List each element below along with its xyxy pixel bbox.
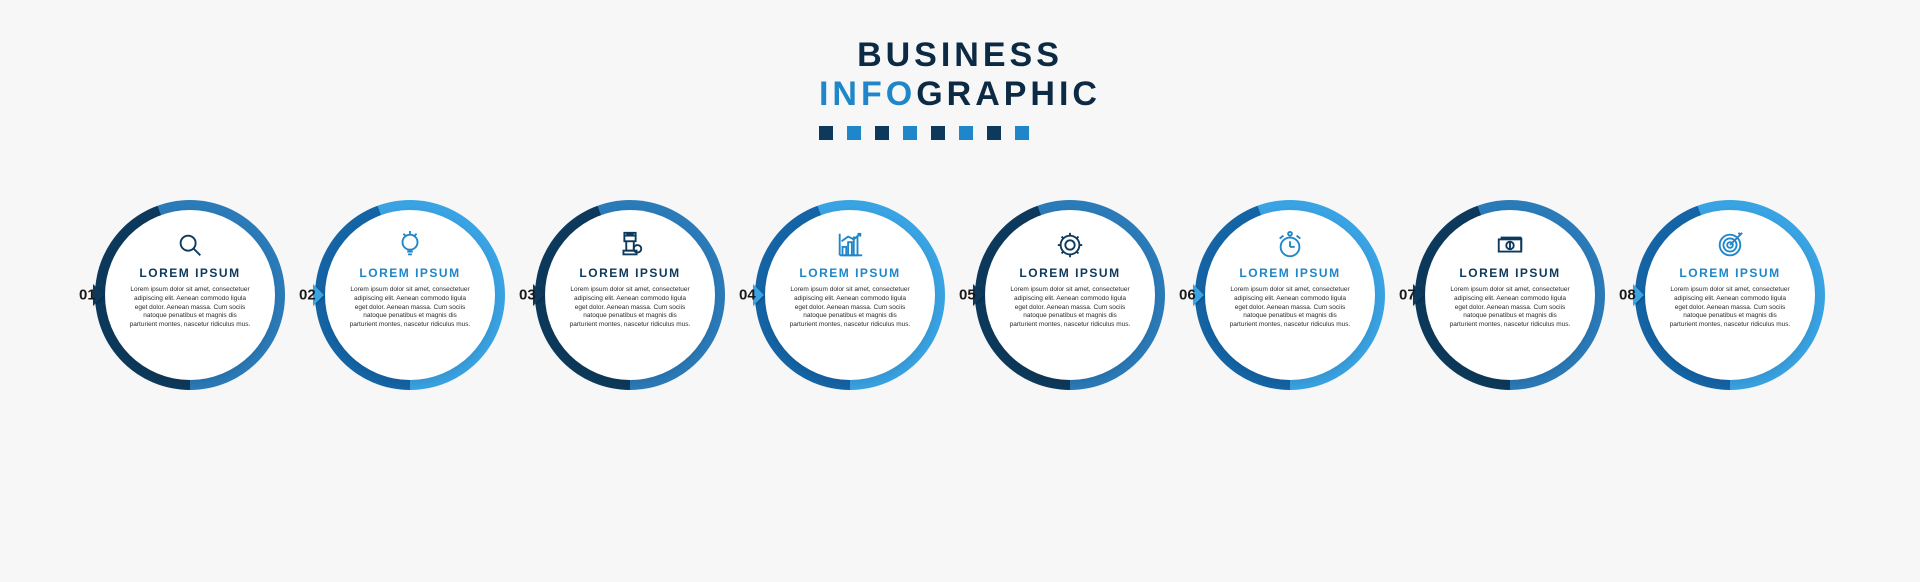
step-title: LOREM IPSUM: [139, 266, 240, 280]
step-number: 03: [519, 287, 536, 304]
steps-row: LOREM IPSUM Lorem ipsum dolor sit amet, c…: [95, 200, 1825, 390]
step-card: LOREM IPSUM Lorem ipsum dolor sit amet, c…: [765, 210, 935, 380]
step-title: LOREM IPSUM: [1679, 266, 1780, 280]
header-line2: INFOGRAPHIC: [819, 75, 1101, 114]
step-body: Lorem ipsum dolor sit amet, consectetuer…: [1223, 286, 1357, 330]
decor-square: [1015, 126, 1029, 140]
step-06: LOREM IPSUM Lorem ipsum dolor sit amet, c…: [1195, 200, 1385, 390]
decor-square: [875, 126, 889, 140]
chess-icon: [615, 228, 645, 262]
step-number: 07: [1399, 287, 1416, 304]
step-04: LOREM IPSUM Lorem ipsum dolor sit amet, c…: [755, 200, 945, 390]
decor-square: [903, 126, 917, 140]
header-rest: GRAPHIC: [916, 75, 1101, 113]
step-number: 05: [959, 287, 976, 304]
step-card: LOREM IPSUM Lorem ipsum dolor sit amet, c…: [1425, 210, 1595, 380]
step-title: LOREM IPSUM: [799, 266, 900, 280]
step-number: 06: [1179, 287, 1196, 304]
decor-square: [959, 126, 973, 140]
step-08: LOREM IPSUM Lorem ipsum dolor sit amet, c…: [1635, 200, 1825, 390]
step-number: 04: [739, 287, 756, 304]
infographic-root: BUSINESS INFOGRAPHIC LOREM IPSUM Lorem ip…: [0, 0, 1920, 582]
decor-square: [819, 126, 833, 140]
decor-square: [847, 126, 861, 140]
step-07: LOREM IPSUM Lorem ipsum dolor sit amet, c…: [1415, 200, 1605, 390]
step-body: Lorem ipsum dolor sit amet, consectetuer…: [563, 286, 697, 330]
step-title: LOREM IPSUM: [359, 266, 460, 280]
step-body: Lorem ipsum dolor sit amet, consectetuer…: [1443, 286, 1577, 330]
header: BUSINESS INFOGRAPHIC: [819, 36, 1101, 140]
step-title: LOREM IPSUM: [1019, 266, 1120, 280]
decor-squares: [819, 126, 1101, 140]
step-01: LOREM IPSUM Lorem ipsum dolor sit amet, c…: [95, 200, 285, 390]
step-03: LOREM IPSUM Lorem ipsum dolor sit amet, c…: [535, 200, 725, 390]
step-card: LOREM IPSUM Lorem ipsum dolor sit amet, c…: [1645, 210, 1815, 380]
step-title: LOREM IPSUM: [579, 266, 680, 280]
step-body: Lorem ipsum dolor sit amet, consectetuer…: [1663, 286, 1797, 330]
step-number: 02: [299, 287, 316, 304]
header-accent: INFO: [819, 75, 916, 113]
step-number: 08: [1619, 287, 1636, 304]
target-icon: [1715, 228, 1745, 262]
decor-square: [987, 126, 1001, 140]
step-title: LOREM IPSUM: [1459, 266, 1560, 280]
money-icon: [1495, 228, 1525, 262]
step-number: 01: [79, 287, 96, 304]
step-card: LOREM IPSUM Lorem ipsum dolor sit amet, c…: [325, 210, 495, 380]
step-body: Lorem ipsum dolor sit amet, consectetuer…: [123, 286, 257, 330]
step-body: Lorem ipsum dolor sit amet, consectetuer…: [343, 286, 477, 330]
chart-icon: [835, 228, 865, 262]
step-card: LOREM IPSUM Lorem ipsum dolor sit amet, c…: [545, 210, 715, 380]
step-card: LOREM IPSUM Lorem ipsum dolor sit amet, c…: [105, 210, 275, 380]
clock-icon: [1275, 228, 1305, 262]
gear-icon: [1055, 228, 1085, 262]
step-card: LOREM IPSUM Lorem ipsum dolor sit amet, c…: [1205, 210, 1375, 380]
decor-square: [931, 126, 945, 140]
lightbulb-icon: [395, 228, 425, 262]
step-title: LOREM IPSUM: [1239, 266, 1340, 280]
step-body: Lorem ipsum dolor sit amet, consectetuer…: [783, 286, 917, 330]
header-line1: BUSINESS: [819, 36, 1101, 75]
step-05: LOREM IPSUM Lorem ipsum dolor sit amet, c…: [975, 200, 1165, 390]
magnifier-icon: [175, 228, 205, 262]
step-body: Lorem ipsum dolor sit amet, consectetuer…: [1003, 286, 1137, 330]
step-02: LOREM IPSUM Lorem ipsum dolor sit amet, c…: [315, 200, 505, 390]
step-card: LOREM IPSUM Lorem ipsum dolor sit amet, c…: [985, 210, 1155, 380]
